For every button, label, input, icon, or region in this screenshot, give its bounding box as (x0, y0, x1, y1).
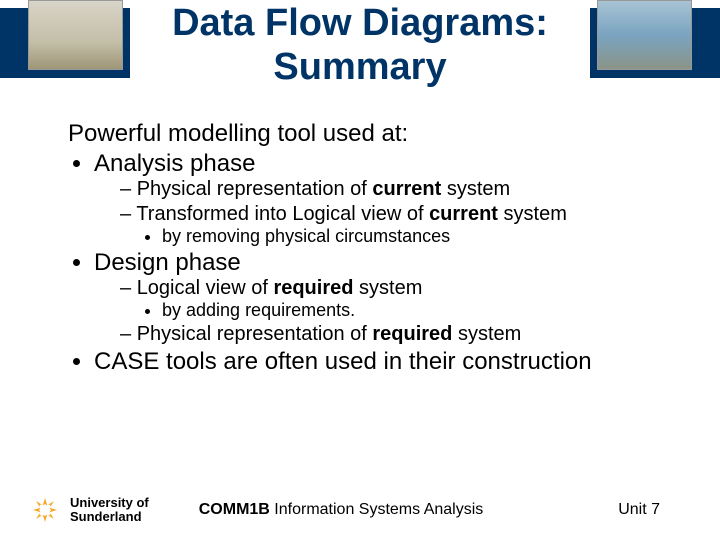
bullet-label: Design phase (94, 249, 241, 276)
text-pre: Physical representation of (137, 178, 373, 200)
bullet-list: Analysis phase Physical representation o… (68, 150, 700, 376)
university-name: University of Sunderland (70, 496, 149, 525)
subsub-by-adding: by adding requirements. (162, 300, 700, 321)
sub-logical-required: Logical view of required system by addin… (120, 277, 700, 321)
slide-header: Data Flow Diagrams: Summary (0, 0, 720, 118)
sub-list: Physical representation of current syste… (94, 178, 700, 247)
text-post: system (441, 178, 510, 200)
text-pre: Logical view of (137, 277, 274, 299)
text-pre: Physical representation of (137, 323, 373, 345)
text-bold: required (273, 277, 353, 299)
header-image-left (28, 0, 123, 70)
subsub-list: by removing physical circumstances (120, 226, 700, 247)
text-post: system (452, 323, 521, 345)
sub-physical-required: Physical representation of required syst… (120, 323, 700, 346)
university-logo-icon (30, 495, 60, 525)
text-bold: current (372, 178, 441, 200)
bullet-case: CASE tools are often used in their const… (94, 348, 700, 376)
text-post: system (353, 277, 422, 299)
uni-line1: University of (70, 495, 149, 510)
intro-text: Powerful modelling tool used at: (68, 120, 700, 148)
subsub-list: by adding requirements. (120, 300, 700, 321)
bullet-analysis: Analysis phase Physical representation o… (94, 150, 700, 247)
slide-body: Powerful modelling tool used at: Analysi… (68, 120, 700, 378)
course-code: COMM1B (199, 501, 270, 518)
slide-title: Data Flow Diagrams: Summary (130, 2, 590, 89)
title-line-2: Summary (273, 46, 446, 88)
sub-physical-current: Physical representation of current syste… (120, 178, 700, 201)
text-bold: current (429, 203, 498, 225)
unit-number: Unit 7 (618, 501, 660, 519)
title-line-1: Data Flow Diagrams: (172, 2, 548, 44)
slide-footer: University of Sunderland COMM1B Informat… (0, 490, 720, 530)
text-bold: required (372, 323, 452, 345)
bullet-design: Design phase Logical view of required sy… (94, 249, 700, 346)
text-post: system (498, 203, 567, 225)
subsub-by-removing: by removing physical circumstances (162, 226, 700, 247)
text-pre: Transformed into Logical view of (136, 203, 429, 225)
header-image-right (597, 0, 692, 70)
sub-transformed: Transformed into Logical view of current… (120, 203, 700, 247)
sub-list: Logical view of required system by addin… (94, 277, 700, 346)
bullet-label: Analysis phase (94, 150, 255, 177)
course-title: COMM1B Information Systems Analysis (199, 501, 484, 519)
uni-line2: Sunderland (70, 509, 142, 524)
course-name: Information Systems Analysis (270, 501, 483, 518)
